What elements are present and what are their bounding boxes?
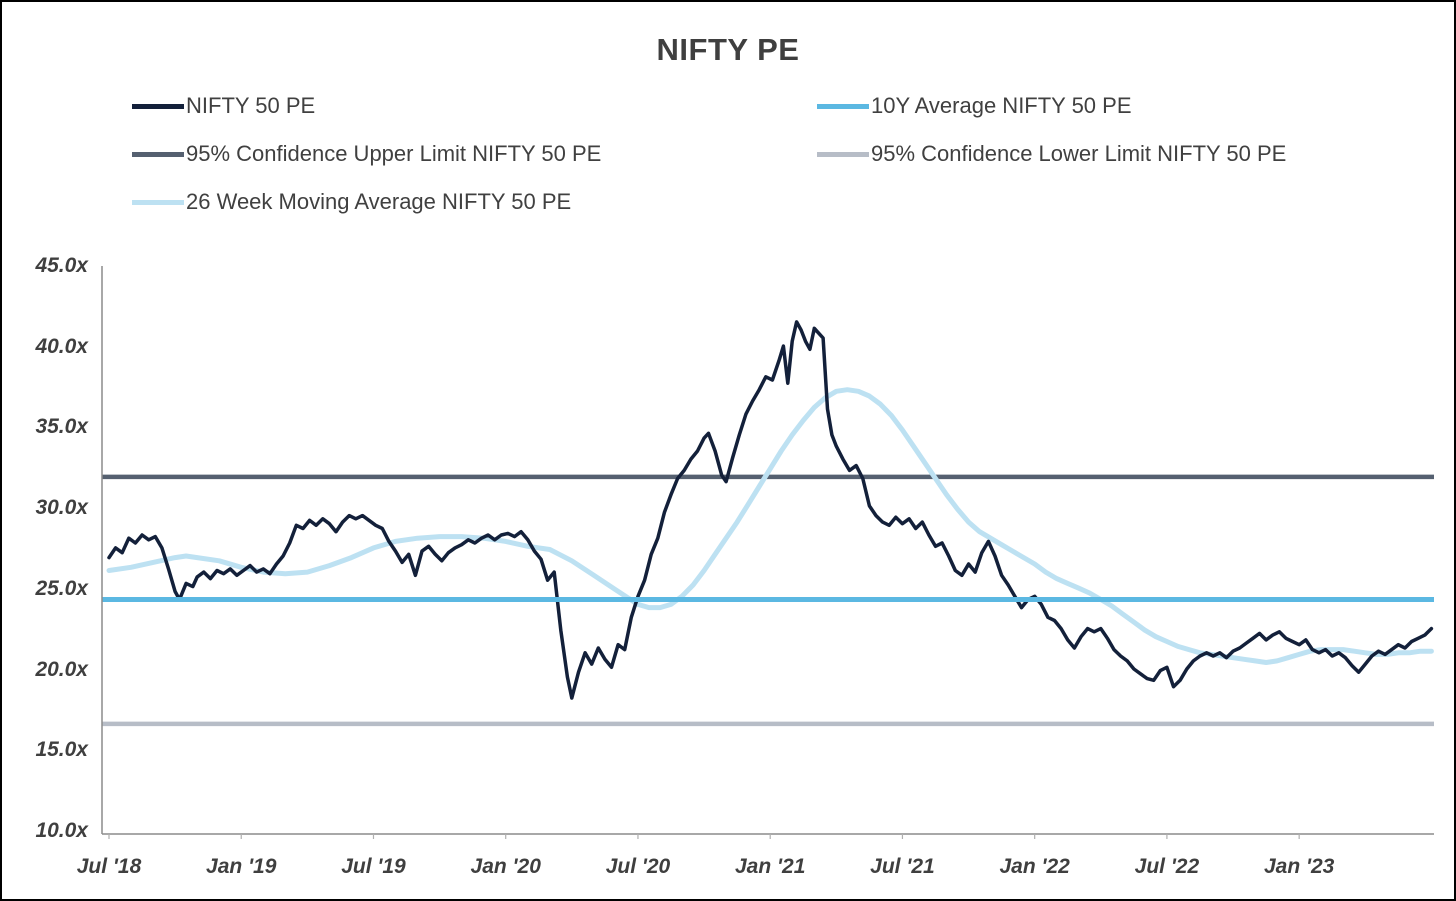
legend-item-10y-average: 10Y Average NIFTY 50 PE — [817, 92, 1132, 120]
x-axis-label: Jul '21 — [870, 855, 935, 878]
y-axis-label: 35.0x — [35, 415, 88, 439]
legend-label: 10Y Average NIFTY 50 PE — [871, 93, 1132, 118]
y-axis-label: 20.0x — [35, 657, 88, 681]
legend-item-upper-confidence-limit: 95% Confidence Upper Limit NIFTY 50 PE — [132, 140, 601, 168]
legend-label: NIFTY 50 PE — [186, 93, 316, 118]
legend-line-swatch-26w-ma-icon — [132, 199, 184, 205]
y-axis-label: 10.0x — [35, 819, 88, 842]
y-axis-label: 40.0x — [35, 334, 88, 358]
legend-label: 95% Confidence Lower Limit NIFTY 50 PE — [871, 141, 1287, 166]
x-axis-label: Jan '19 — [206, 855, 277, 878]
x-axis-label: Jan '22 — [999, 855, 1070, 878]
legend-line-swatch-upper-limit-icon — [132, 151, 184, 157]
x-axis-label: Jul '22 — [1134, 855, 1200, 878]
legend-line-swatch-10y-average-icon — [817, 103, 869, 109]
series-line-26 Week Moving Average NIFTY 50 PE — [106, 387, 1434, 665]
x-axis-label: Jul '18 — [76, 855, 142, 878]
legend-item-lower-confidence-limit: 95% Confidence Lower Limit NIFTY 50 PE — [817, 140, 1286, 168]
legend-label: 95% Confidence Upper Limit NIFTY 50 PE — [186, 141, 602, 166]
legend-label: 26 Week Moving Average NIFTY 50 PE — [186, 189, 572, 214]
legend-item-26-week-moving-average: 26 Week Moving Average NIFTY 50 PE — [132, 188, 571, 216]
legend-line-swatch-nifty-50-pe-icon — [132, 103, 184, 109]
x-axis-label: Jan '23 — [1263, 855, 1335, 878]
y-axis-label: 30.0x — [35, 496, 88, 520]
legend-item-nifty-50-pe: NIFTY 50 PE — [132, 92, 315, 120]
y-axis-label: 25.0x — [35, 576, 88, 600]
x-axis-label: Jan '21 — [735, 855, 806, 878]
x-axis-label: Jul '19 — [341, 855, 406, 878]
y-axis-label: 15.0x — [35, 738, 88, 762]
y-axis-label: 45.0x — [35, 254, 88, 277]
legend-line-swatch-lower-limit-icon — [817, 151, 869, 157]
chart-title: NIFTY PE — [656, 32, 800, 67]
series-line-NIFTY 50 PE — [107, 320, 1434, 700]
x-axis-label: Jan '20 — [470, 855, 541, 878]
x-axis-label: Jul '20 — [605, 855, 671, 878]
